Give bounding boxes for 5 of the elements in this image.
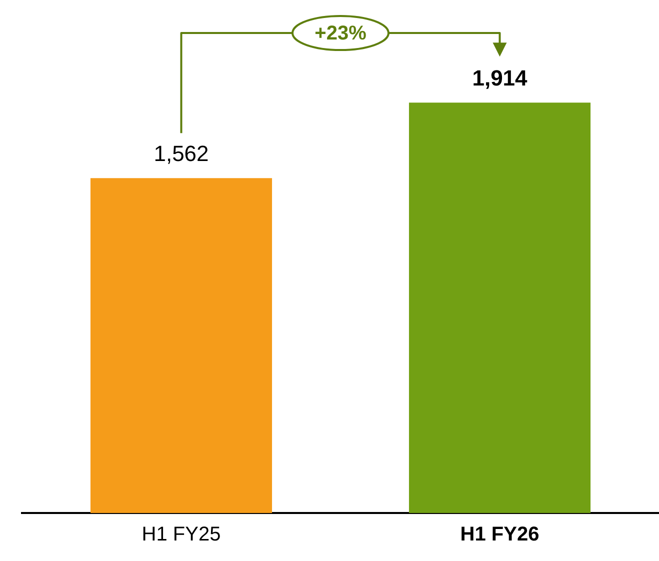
- data-label: 1,562: [154, 141, 209, 166]
- data-label: 1,914: [472, 66, 528, 91]
- x-tick-label: H1 FY25: [142, 524, 221, 546]
- text: +23%: [314, 22, 367, 45]
- x-tick-label: H1 FY26: [460, 524, 540, 546]
